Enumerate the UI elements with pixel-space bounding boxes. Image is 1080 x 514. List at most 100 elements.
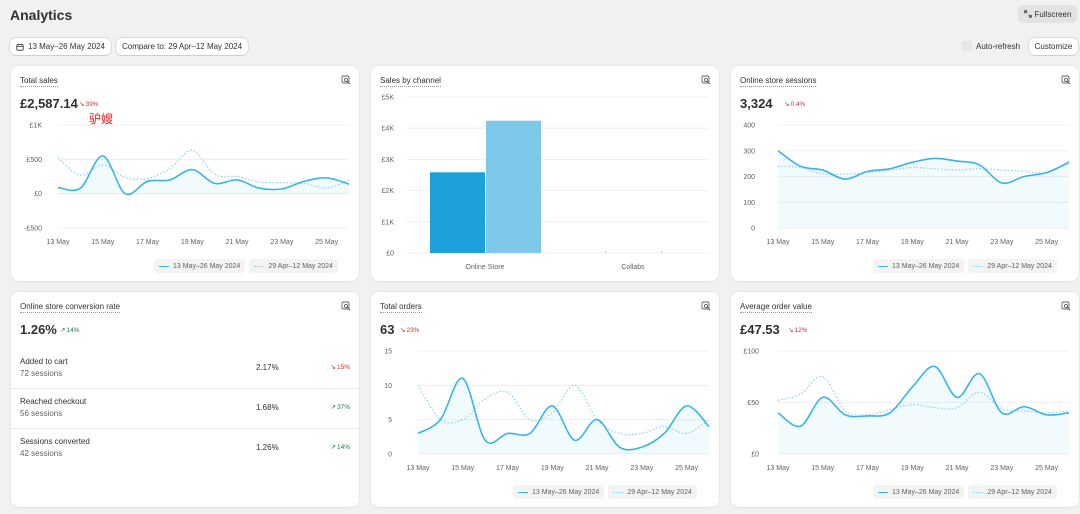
x-tick-label: 19 May: [901, 465, 924, 472]
y-tick-label: £0: [386, 251, 394, 258]
date-range-label: 13 May–26 May 2024: [28, 42, 105, 51]
x-tick-label: 25 May: [1035, 239, 1058, 246]
metric-delta: ↘ 23%: [400, 326, 420, 335]
explore-icon[interactable]: [341, 301, 351, 311]
card-title[interactable]: Online store conversion rate: [20, 302, 121, 313]
expand-icon: [1023, 10, 1032, 18]
x-tick-label: 25 May: [315, 239, 338, 246]
metric-value: £47.53: [740, 322, 780, 337]
bar: [430, 172, 485, 253]
card-title[interactable]: Sales by channel: [380, 76, 441, 87]
x-tick-label: 17 May: [856, 239, 879, 246]
arrow-down-icon: ↘: [79, 101, 85, 108]
card-title[interactable]: Average order value: [740, 302, 812, 313]
overlay-annotation: 驴嫂: [89, 112, 114, 126]
card-title[interactable]: Total sales: [20, 76, 58, 87]
arrow-down-icon: ↘: [784, 101, 790, 108]
metric-value: 63: [380, 322, 395, 337]
legend-current[interactable]: 13 May–26 May 2024: [873, 485, 965, 499]
arrow-down-icon: ↘: [330, 364, 336, 371]
y-tick-label: 200: [743, 174, 755, 181]
funnel-label: Added to cart: [20, 357, 68, 366]
x-tick-label: Collabs: [621, 264, 645, 271]
x-tick-label: 21 May: [226, 239, 249, 246]
legend-previous[interactable]: 29 Apr–12 May 2024: [968, 259, 1057, 273]
card-title[interactable]: Total orders: [380, 302, 422, 313]
total-sales-card: Total sales £2,587.14 ↘ 39% £1K £500 £0 -£50…: [11, 66, 359, 281]
legend-previous[interactable]: 29 Apr–12 May 2024: [608, 485, 697, 499]
arrow-up-icon: ↗: [60, 327, 66, 334]
sales-by-channel-card: Sales by channel £5K £4K £3K £2K £1K £0 Online…: [371, 66, 719, 281]
explore-icon[interactable]: [701, 75, 711, 85]
divider: [11, 428, 359, 429]
page-title: Analytics: [10, 7, 73, 23]
series-current-line: [777, 365, 1070, 428]
explore-icon[interactable]: [341, 75, 351, 85]
x-tick-label: 19 May: [901, 239, 924, 246]
area-current: [778, 366, 1069, 454]
x-tick-label: 15 May: [811, 465, 834, 472]
funnel-change: ↗ 37%: [330, 403, 350, 412]
legend-current[interactable]: 13 May–26 May 2024: [513, 485, 605, 499]
fullscreen-label: Fullscreen: [1034, 9, 1072, 19]
funnel-percent: 2.17%: [256, 363, 279, 372]
y-tick-label: £5K: [382, 95, 395, 102]
auto-refresh-checkbox[interactable]: [962, 41, 972, 51]
legend-previous[interactable]: 29 Apr–12 May 2024: [968, 485, 1057, 499]
sales-by-channel-chart: £5K £4K £3K £2K £1K £0 Online Store Collabs: [382, 95, 709, 271]
metric-value: 3,324: [740, 96, 773, 111]
y-tick-label: £3K: [382, 157, 395, 164]
compare-button[interactable]: Compare to: 29 Apr–12 May 2024: [116, 38, 249, 55]
auto-refresh-toggle[interactable]: Auto-refresh: [962, 41, 1020, 51]
fullscreen-button[interactable]: Fullscreen: [1018, 5, 1077, 23]
series-previous-line: [57, 149, 350, 189]
compare-label: Compare to: 29 Apr–12 May 2024: [122, 42, 243, 51]
x-tick-label: Online Store: [466, 264, 505, 271]
y-tick-label: £1K: [30, 123, 43, 130]
date-range-button[interactable]: 13 May–26 May 2024: [10, 38, 111, 55]
x-tick-label: 19 May: [541, 465, 564, 472]
x-tick-label: 17 May: [856, 465, 879, 472]
explore-icon[interactable]: [1061, 75, 1071, 85]
bar: [486, 120, 541, 253]
chart-legend: 13 May–26 May 2024 29 Apr–12 May 2024: [154, 259, 338, 273]
funnel-percent: 1.26%: [256, 443, 279, 452]
arrow-up-icon: ↗: [330, 444, 336, 451]
y-tick-label: £0: [34, 191, 42, 198]
x-tick-label: 13 May: [767, 465, 790, 472]
arrow-down-icon: ↘: [788, 327, 794, 334]
y-tick-label: £2K: [382, 188, 395, 195]
y-tick-label: 15: [384, 349, 392, 356]
calendar-icon: [16, 43, 24, 51]
x-tick-label: 15 May: [91, 239, 114, 246]
y-tick-label: 5: [388, 417, 392, 424]
card-title[interactable]: Online store sessions: [740, 76, 817, 87]
sessions-card: Online store sessions 3,324 ↘ 0.4% 400 300…: [731, 66, 1079, 281]
y-tick-label: 300: [743, 148, 755, 155]
x-tick-label: 23 May: [270, 239, 293, 246]
explore-icon[interactable]: [1061, 301, 1071, 311]
x-tick-label: 13 May: [47, 239, 70, 246]
y-tick-label: £100: [743, 349, 759, 356]
metric-delta: ↘ 0.4%: [784, 100, 806, 109]
funnel-change: ↘ 15%: [330, 363, 350, 372]
explore-icon[interactable]: [701, 301, 711, 311]
customize-button[interactable]: Customize: [1029, 38, 1078, 55]
series-previous-line: [777, 160, 1070, 176]
funnel-label: Sessions converted: [20, 437, 90, 446]
x-tick-label: 17 May: [136, 239, 159, 246]
x-tick-label: 25 May: [675, 465, 698, 472]
y-tick-label: 10: [384, 383, 392, 390]
funnel-sessions: 42 sessions: [20, 449, 63, 458]
series-current-line: [57, 155, 350, 196]
y-tick-label: £4K: [382, 126, 395, 133]
legend-previous[interactable]: 29 Apr–12 May 2024: [249, 259, 338, 273]
y-tick-label: -£500: [24, 226, 42, 233]
series-current-line: [417, 377, 710, 451]
legend-current[interactable]: 13 May–26 May 2024: [873, 259, 965, 273]
auto-refresh-label: Auto-refresh: [976, 41, 1021, 51]
y-tick-label: £0: [751, 452, 759, 459]
y-tick-label: £1K: [382, 219, 395, 226]
funnel-percent: 1.68%: [256, 403, 279, 412]
legend-current[interactable]: 13 May–26 May 2024: [154, 259, 246, 273]
